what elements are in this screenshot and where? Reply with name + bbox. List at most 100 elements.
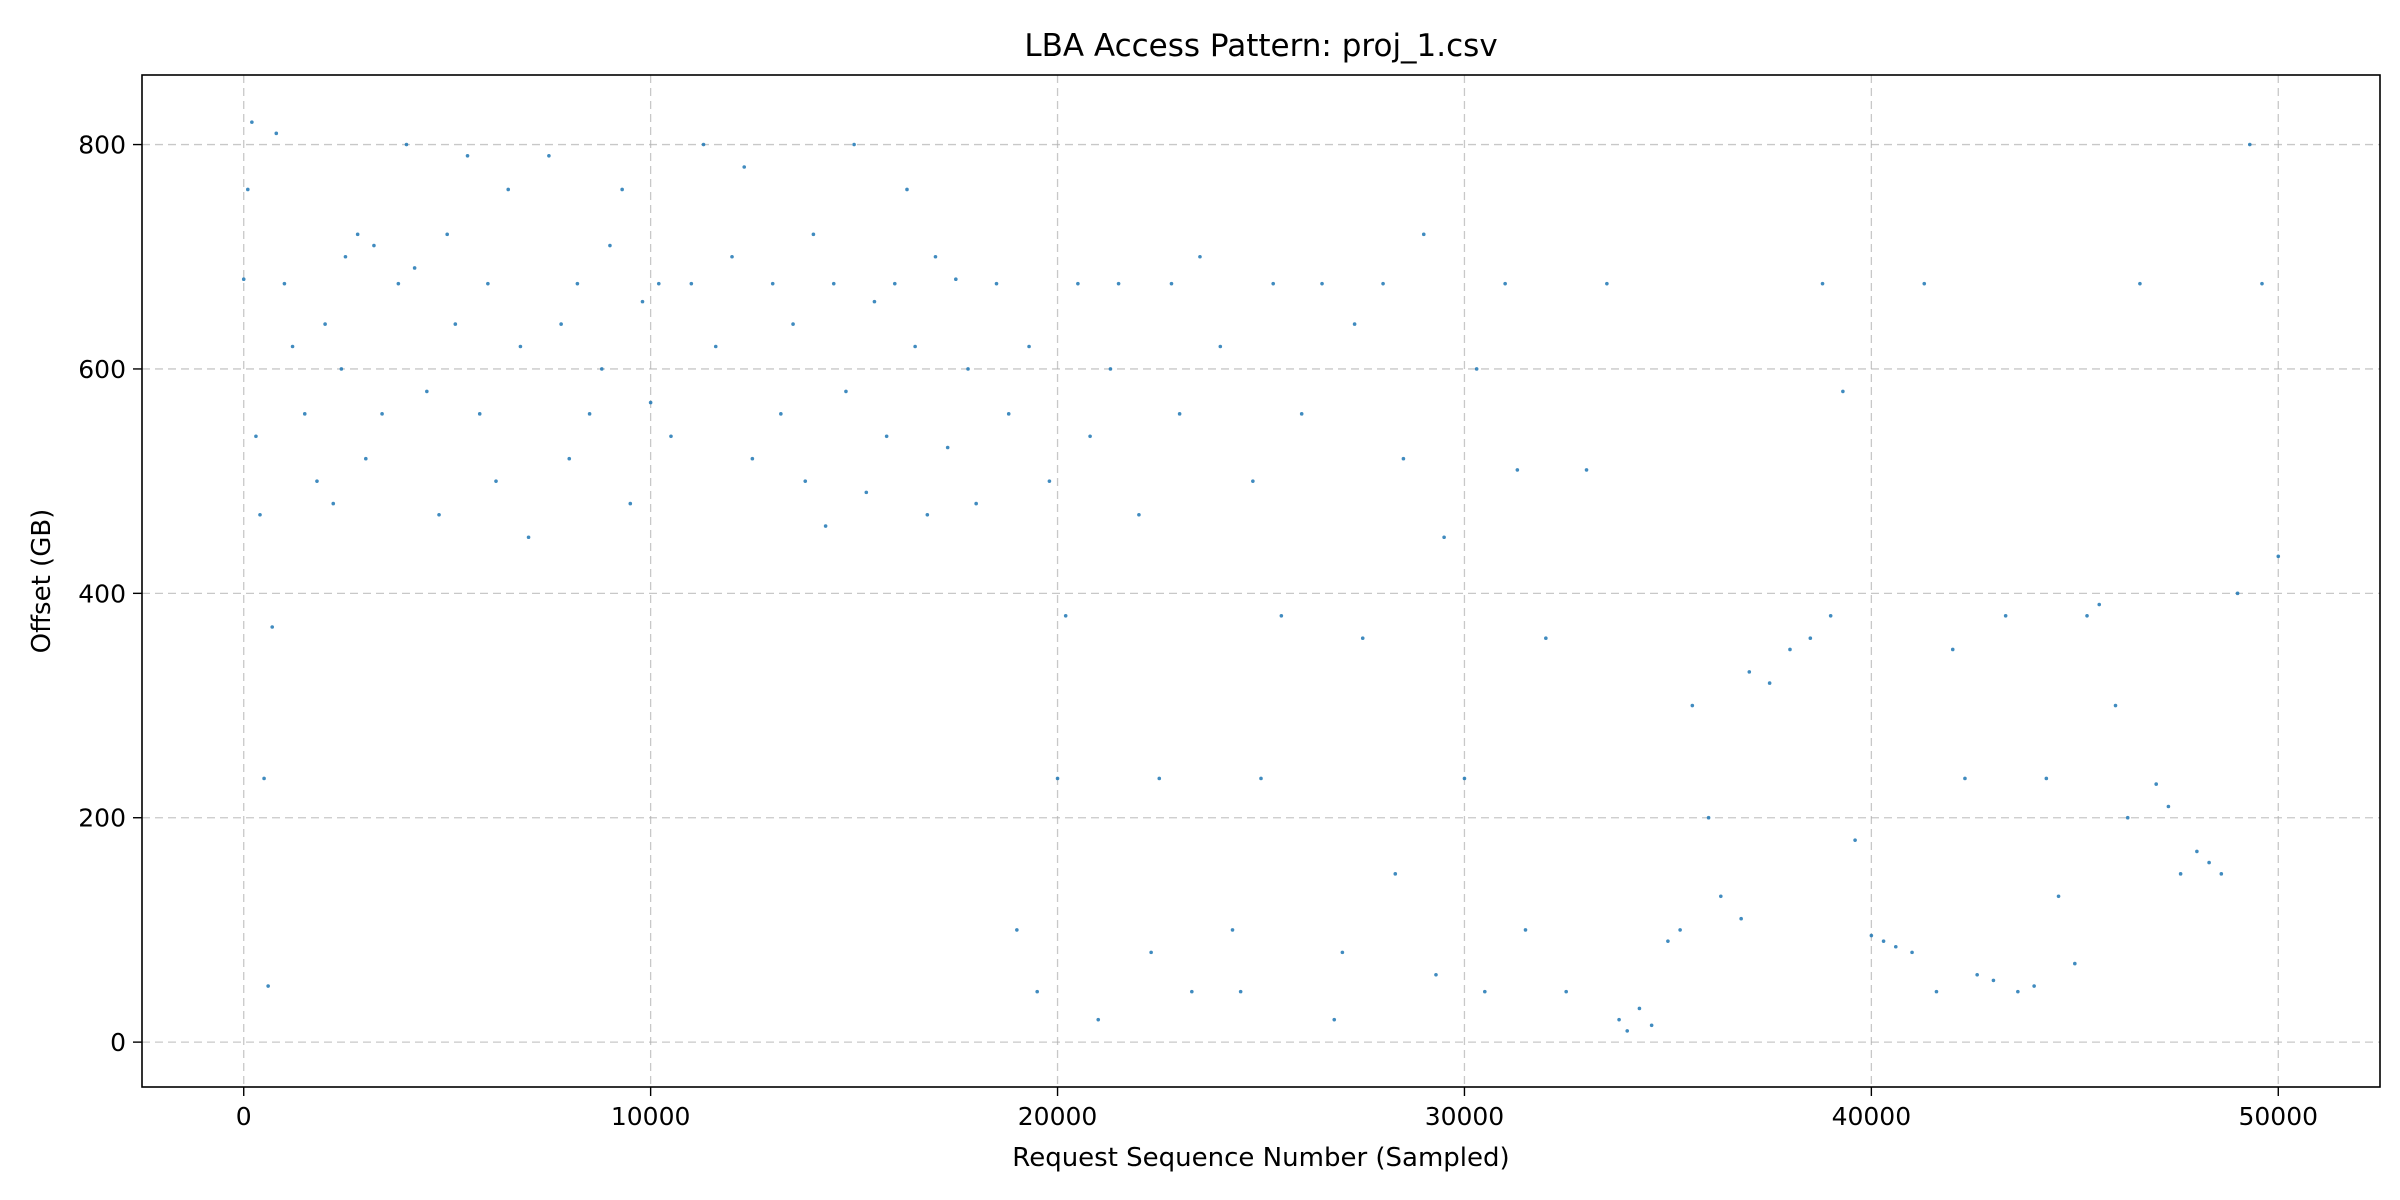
data-point xyxy=(266,984,270,988)
data-point xyxy=(425,389,429,394)
data-point xyxy=(258,513,262,517)
data-point xyxy=(1828,613,1833,618)
data-point xyxy=(1975,973,1979,977)
data-point xyxy=(575,281,580,286)
data-point xyxy=(648,400,653,405)
data-point xyxy=(1706,815,1711,820)
x-tick-label: 20000 xyxy=(1018,1102,1098,1131)
data-point xyxy=(290,344,295,349)
data-point xyxy=(1991,978,1996,983)
data-point xyxy=(1788,647,1792,652)
data-point xyxy=(779,412,783,416)
data-point xyxy=(315,479,319,483)
data-point xyxy=(1503,281,1507,286)
y-tick-label: 400 xyxy=(78,579,126,608)
chart-title: LBA Access Pattern: proj_1.csv xyxy=(1024,28,1497,64)
data-point xyxy=(1271,281,1276,286)
data-point xyxy=(1853,838,1857,842)
data-point xyxy=(1434,973,1438,977)
data-point xyxy=(396,281,401,286)
data-point xyxy=(518,344,523,349)
data-point xyxy=(1218,344,1223,349)
data-point xyxy=(892,281,897,286)
data-point xyxy=(1076,281,1080,286)
data-point xyxy=(2207,860,2211,865)
data-point xyxy=(864,490,869,495)
data-point xyxy=(274,131,279,136)
data-point xyxy=(486,281,490,286)
data-point xyxy=(331,501,336,506)
data-point xyxy=(1767,681,1772,685)
data-point xyxy=(2003,613,2008,618)
data-point xyxy=(1190,989,1194,994)
data-point xyxy=(2125,815,2130,820)
data-point xyxy=(1690,703,1695,708)
data-point xyxy=(1910,950,1914,955)
x-tick-label: 30000 xyxy=(1425,1102,1505,1131)
data-point xyxy=(1747,670,1752,674)
data-point xyxy=(412,266,417,270)
data-point xyxy=(445,232,449,237)
data-point xyxy=(1808,636,1813,641)
data-point xyxy=(1169,281,1174,286)
data-point xyxy=(465,153,470,158)
y-axis-ticks: 0 200 400 600 800 xyxy=(78,131,142,1057)
data-point xyxy=(1149,950,1153,955)
data-point xyxy=(559,322,563,326)
data-point xyxy=(567,456,572,461)
x-tick-label: 40000 xyxy=(1832,1102,1912,1131)
data-point xyxy=(640,299,645,304)
x-axis-label: Request Sequence Number (Sampled) xyxy=(1012,1143,1509,1173)
data-point xyxy=(608,243,612,248)
data-point xyxy=(2154,782,2158,786)
grid-lines xyxy=(142,75,2380,1087)
data-point xyxy=(2073,961,2077,966)
data-point xyxy=(364,456,368,461)
data-point xyxy=(1950,647,1955,652)
data-point xyxy=(925,513,930,517)
data-point xyxy=(1340,950,1345,955)
data-point xyxy=(701,142,706,147)
data-point xyxy=(1515,468,1520,472)
data-point xyxy=(742,165,747,169)
data-point xyxy=(1299,412,1304,416)
data-point xyxy=(1963,776,1967,781)
data-point xyxy=(1015,928,1019,932)
data-point xyxy=(2138,281,2142,286)
data-point xyxy=(1605,281,1609,286)
data-point xyxy=(933,254,938,259)
data-point xyxy=(437,513,441,517)
data-point xyxy=(323,322,327,326)
data-point xyxy=(2113,703,2118,708)
data-point xyxy=(1462,776,1467,781)
data-point xyxy=(994,281,999,286)
data-point xyxy=(494,479,498,483)
data-point xyxy=(1320,281,1324,286)
data-point xyxy=(1055,776,1060,781)
data-point xyxy=(913,344,917,349)
data-point xyxy=(1739,916,1743,921)
data-point xyxy=(1116,281,1121,286)
data-point xyxy=(1719,894,1723,899)
x-tick-label: 0 xyxy=(236,1102,252,1131)
data-point xyxy=(270,625,275,629)
data-point xyxy=(526,535,531,540)
data-point xyxy=(669,434,673,439)
data-point xyxy=(380,412,384,416)
data-point xyxy=(355,232,360,237)
data-point xyxy=(1934,989,1939,994)
data-point xyxy=(844,389,848,394)
data-point xyxy=(1544,636,1548,641)
x-axis-ticks: 0 10000 20000 30000 40000 50000 xyxy=(236,1087,2318,1131)
data-point xyxy=(547,153,551,158)
data-point xyxy=(1881,939,1886,943)
data-point xyxy=(689,281,694,286)
data-point xyxy=(1393,872,1398,876)
data-point xyxy=(339,367,344,371)
data-point xyxy=(2260,281,2264,286)
data-point xyxy=(791,322,795,326)
data-point xyxy=(823,524,828,528)
data-point xyxy=(1279,613,1284,618)
data-point xyxy=(954,277,958,281)
